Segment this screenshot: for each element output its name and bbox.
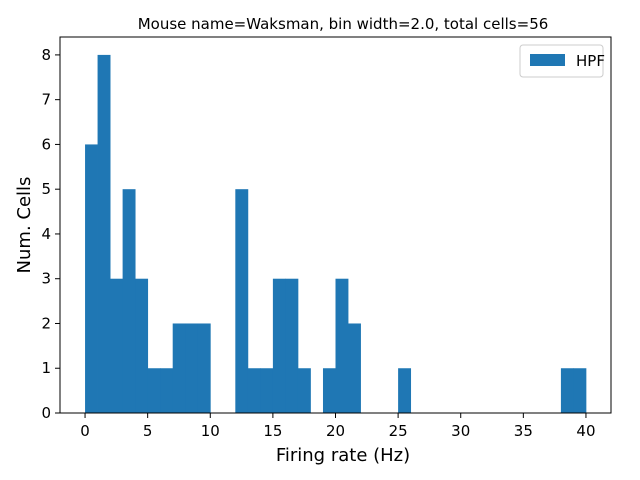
histogram-bar bbox=[297, 368, 311, 413]
x-tick-label: 10 bbox=[201, 422, 220, 440]
histogram-bar bbox=[260, 368, 274, 413]
legend-label-hpf: HPF bbox=[576, 52, 605, 70]
legend-swatch-hpf bbox=[530, 54, 565, 66]
histogram-bar bbox=[272, 278, 286, 413]
histogram-bar bbox=[122, 189, 136, 413]
histogram-bar bbox=[560, 368, 574, 413]
y-tick-label: 1 bbox=[41, 359, 51, 377]
histogram-bar bbox=[398, 368, 412, 413]
y-tick-label: 3 bbox=[41, 270, 51, 288]
histogram-bar bbox=[348, 323, 361, 413]
histogram-bar bbox=[197, 323, 211, 413]
histogram-bar bbox=[110, 278, 124, 413]
y-axis-label: Num. Cells bbox=[14, 177, 35, 274]
histogram-bar bbox=[85, 144, 98, 413]
x-axis: 0 5 10 15 20 25 30 35 40 bbox=[80, 413, 596, 440]
y-tick-label: 8 bbox=[41, 46, 51, 64]
chart-title: Mouse name=Waksman, bin width=2.0, total… bbox=[138, 15, 549, 33]
y-tick-label: 5 bbox=[41, 180, 51, 198]
histogram-bar bbox=[135, 278, 149, 413]
histogram-bar bbox=[235, 189, 249, 413]
y-tick-label: 2 bbox=[41, 314, 51, 332]
x-axis-label: Firing rate (Hz) bbox=[276, 445, 410, 466]
y-axis: 0 1 2 3 4 5 6 7 8 bbox=[41, 46, 60, 422]
bars-group bbox=[85, 54, 587, 414]
plot-frame bbox=[59, 36, 612, 414]
histogram-bar bbox=[573, 368, 587, 413]
x-tick-label: 25 bbox=[389, 422, 408, 440]
y-tick-label: 4 bbox=[41, 225, 51, 243]
x-tick-label: 15 bbox=[263, 422, 282, 440]
histogram-bar bbox=[285, 278, 299, 413]
x-tick-label: 5 bbox=[143, 422, 153, 440]
y-tick-label: 7 bbox=[41, 91, 51, 109]
histogram-bar bbox=[322, 368, 336, 413]
x-tick-label: 0 bbox=[80, 422, 90, 440]
histogram-bar bbox=[147, 368, 161, 413]
legend: HPF bbox=[519, 44, 605, 78]
y-tick-label: 0 bbox=[41, 404, 51, 422]
x-tick-label: 20 bbox=[326, 422, 345, 440]
histogram-bar bbox=[97, 54, 111, 414]
histogram-bar bbox=[247, 368, 261, 413]
histogram-bar bbox=[335, 278, 349, 413]
histogram-bar bbox=[160, 368, 174, 413]
histogram-bar bbox=[185, 323, 199, 413]
y-tick-label: 6 bbox=[41, 135, 51, 153]
x-tick-label: 30 bbox=[451, 422, 470, 440]
x-tick-label: 40 bbox=[576, 422, 595, 440]
histogram-bar bbox=[172, 323, 186, 413]
x-tick-label: 35 bbox=[514, 422, 533, 440]
